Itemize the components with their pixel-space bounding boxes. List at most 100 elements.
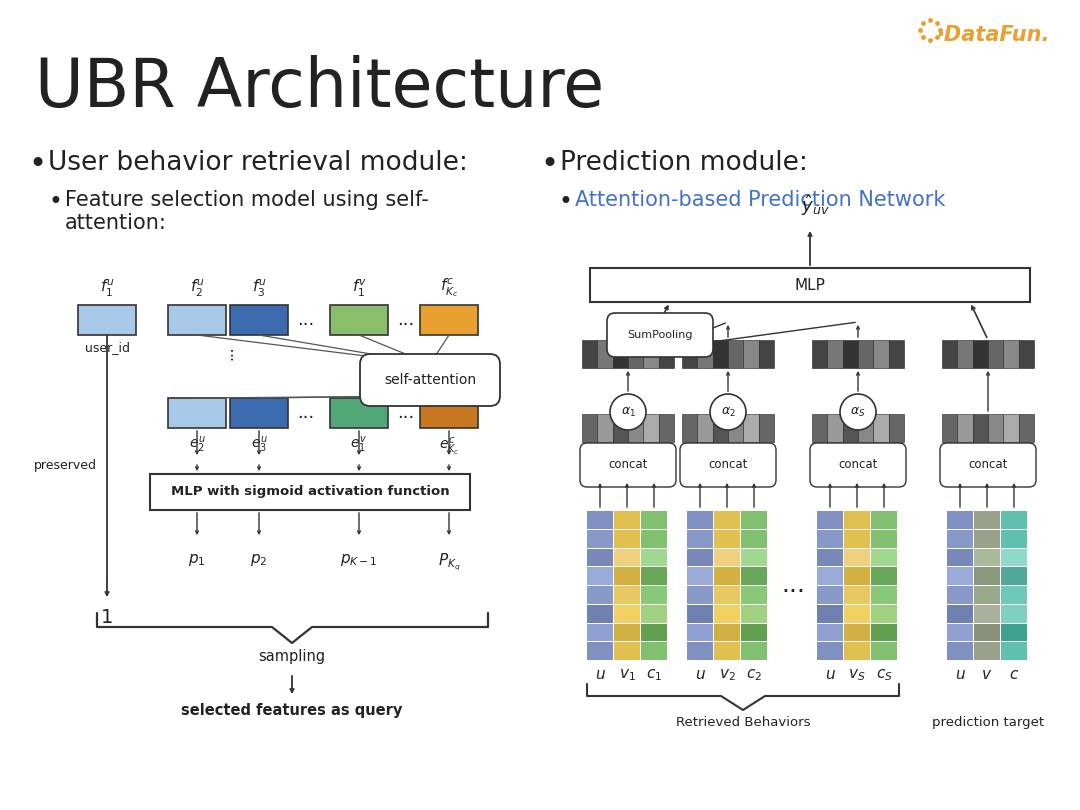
Bar [615, 567, 640, 585]
Circle shape [610, 394, 646, 430]
Bar [168, 398, 226, 428]
Bar [588, 567, 613, 585]
Bar [947, 548, 973, 566]
Text: prediction target: prediction target [932, 716, 1044, 729]
Bar [947, 511, 973, 529]
Bar [659, 340, 674, 368]
Bar [588, 530, 613, 548]
Text: $c$: $c$ [1009, 667, 1020, 682]
Text: $e_3^u$: $e_3^u$ [251, 435, 268, 455]
Bar [642, 511, 667, 529]
FancyBboxPatch shape [607, 313, 713, 357]
Text: $c_1$: $c_1$ [646, 667, 662, 683]
Bar [582, 414, 597, 442]
Bar [590, 268, 1030, 302]
Bar [874, 340, 889, 368]
Bar [588, 642, 613, 660]
Bar [1001, 642, 1027, 660]
Circle shape [710, 394, 746, 430]
Text: sampling: sampling [258, 649, 325, 664]
Bar [743, 340, 758, 368]
Bar [741, 624, 767, 642]
Text: Prediction module:: Prediction module: [561, 150, 808, 176]
Bar [642, 548, 667, 566]
Bar [974, 586, 1000, 603]
Bar [741, 567, 767, 585]
Bar [627, 340, 644, 368]
Bar [642, 530, 667, 548]
Text: $\hat{y}_{uv}$: $\hat{y}_{uv}$ [800, 194, 829, 218]
Text: $p_{K-1}$: $p_{K-1}$ [340, 552, 378, 568]
Bar [615, 605, 640, 623]
Bar [714, 567, 740, 585]
Bar [728, 340, 743, 368]
Bar [612, 340, 627, 368]
Text: $u$: $u$ [955, 667, 966, 682]
Text: MLP with sigmoid activation function: MLP with sigmoid activation function [171, 485, 449, 498]
Bar [827, 414, 842, 442]
Bar [1018, 414, 1034, 442]
Text: $u$: $u$ [694, 667, 705, 682]
Text: concat: concat [708, 458, 747, 471]
Bar [714, 586, 740, 603]
Bar [758, 340, 774, 368]
Bar [588, 605, 613, 623]
Bar [842, 414, 858, 442]
Bar [973, 340, 988, 368]
Bar [714, 605, 740, 623]
Bar [612, 414, 627, 442]
Bar [816, 605, 843, 623]
Bar [582, 340, 597, 368]
Bar [974, 642, 1000, 660]
Bar [947, 586, 973, 603]
Bar [741, 642, 767, 660]
Bar [870, 586, 897, 603]
Bar [1001, 511, 1027, 529]
FancyBboxPatch shape [580, 443, 676, 487]
Bar [588, 548, 613, 566]
Bar [870, 567, 897, 585]
Text: $v_2$: $v_2$ [718, 667, 735, 683]
Bar [714, 511, 740, 529]
Bar [1018, 340, 1034, 368]
Bar [947, 605, 973, 623]
Text: 1: 1 [100, 608, 113, 627]
Bar [420, 305, 478, 335]
Bar [230, 305, 288, 335]
Bar [230, 398, 288, 428]
Bar [842, 340, 858, 368]
Bar [741, 511, 767, 529]
Bar [150, 474, 470, 510]
Text: •: • [540, 150, 558, 179]
Text: $f_2^u$: $f_2^u$ [190, 278, 204, 299]
Bar [687, 624, 713, 642]
Bar [642, 624, 667, 642]
Text: $c_S$: $c_S$ [876, 667, 892, 683]
Bar [1003, 340, 1018, 368]
Bar [843, 586, 870, 603]
Bar [947, 567, 973, 585]
Bar [687, 642, 713, 660]
Bar [889, 414, 904, 442]
Text: concat: concat [838, 458, 878, 471]
Bar [870, 548, 897, 566]
Bar [698, 340, 713, 368]
Text: $f_1^v$: $f_1^v$ [351, 278, 366, 299]
Text: concat: concat [969, 458, 1008, 471]
Bar [687, 605, 713, 623]
Bar [588, 511, 613, 529]
Bar [957, 340, 973, 368]
Text: ...: ... [397, 311, 415, 329]
Bar [1001, 567, 1027, 585]
Bar [843, 511, 870, 529]
Text: $e_{K_c}^c$: $e_{K_c}^c$ [438, 435, 459, 457]
Bar [816, 642, 843, 660]
Text: MLP: MLP [795, 278, 825, 292]
Bar [974, 511, 1000, 529]
Bar [597, 340, 612, 368]
Bar [420, 398, 478, 428]
Bar [642, 642, 667, 660]
Text: Attention-based Prediction Network: Attention-based Prediction Network [575, 190, 945, 210]
Text: $v_1$: $v_1$ [619, 667, 635, 683]
Text: $p_2$: $p_2$ [251, 552, 268, 568]
